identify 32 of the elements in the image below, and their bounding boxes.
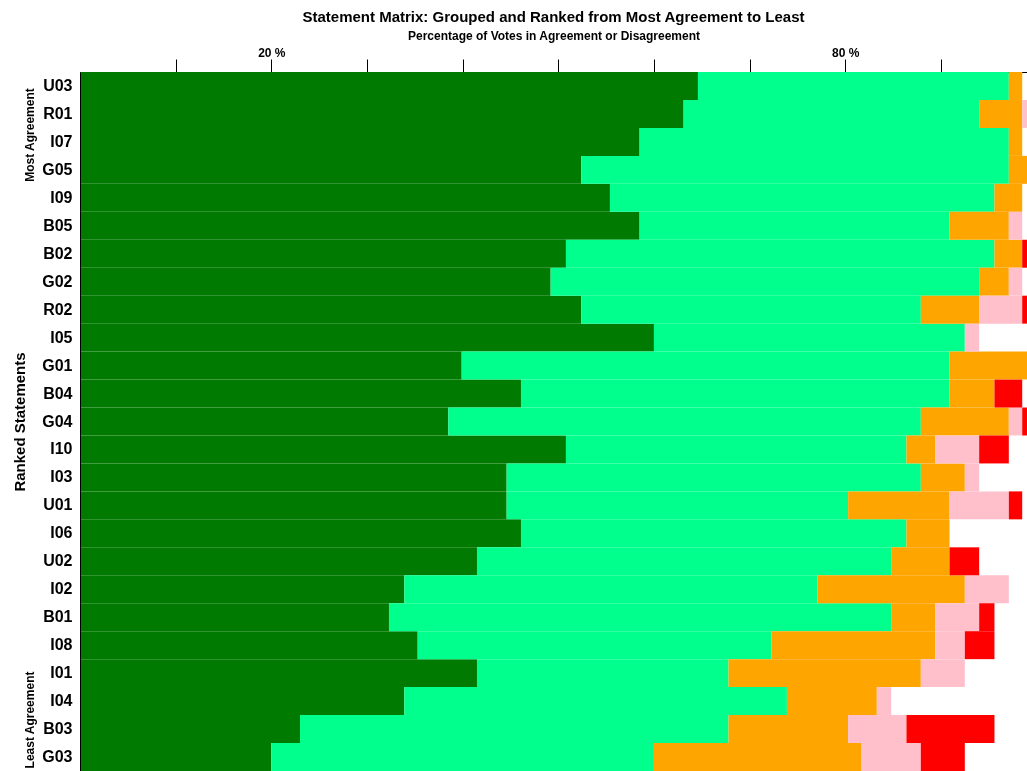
y-tick-label: I04 (50, 692, 73, 710)
y-tick-label: G05 (42, 160, 73, 178)
text: Most Agreement (23, 88, 37, 182)
chart-title: Statement Matrix: Grouped and Ranked from Most Agreement to Least (302, 8, 805, 25)
y-tick-label: B02 (43, 244, 73, 262)
x-tick-label: 80 % (832, 45, 860, 60)
y-tick-label: G03 (42, 748, 73, 766)
text: Least Agreement (23, 671, 37, 769)
y-axis-title: Ranked Statements (11, 352, 29, 492)
y-tick-label: U01 (43, 496, 73, 514)
y-tick-label: R01 (43, 104, 73, 122)
y-tick-label: I02 (50, 580, 73, 598)
y-tick-label: I06 (50, 524, 73, 542)
y-tick-label: G04 (42, 412, 73, 430)
y-tick-label: I01 (50, 664, 73, 682)
y-tick-label: I03 (50, 468, 73, 486)
y-tick-label: B05 (43, 216, 73, 234)
x-axis-title: Percentage of Votes in Agreement or Disagreement (407, 28, 701, 43)
y-tick-label: U03 (43, 76, 73, 94)
y-tick-label: G01 (42, 356, 73, 374)
y-tick-label: R02 (43, 300, 73, 318)
y-tick-label: B04 (43, 384, 73, 402)
y-tick-label: I05 (50, 328, 73, 346)
y-tick-label: G02 (42, 272, 73, 290)
y-tick-label: I07 (50, 132, 73, 150)
y-tick-label: B03 (43, 720, 73, 738)
y-tick-label: U02 (43, 552, 73, 570)
y-tick-label: I08 (50, 636, 73, 654)
y-tick-label: I10 (50, 440, 73, 458)
x-tick-label: 20 % (258, 45, 286, 60)
y-tick-label: B01 (43, 608, 73, 626)
y-tick-label: I09 (50, 188, 73, 206)
